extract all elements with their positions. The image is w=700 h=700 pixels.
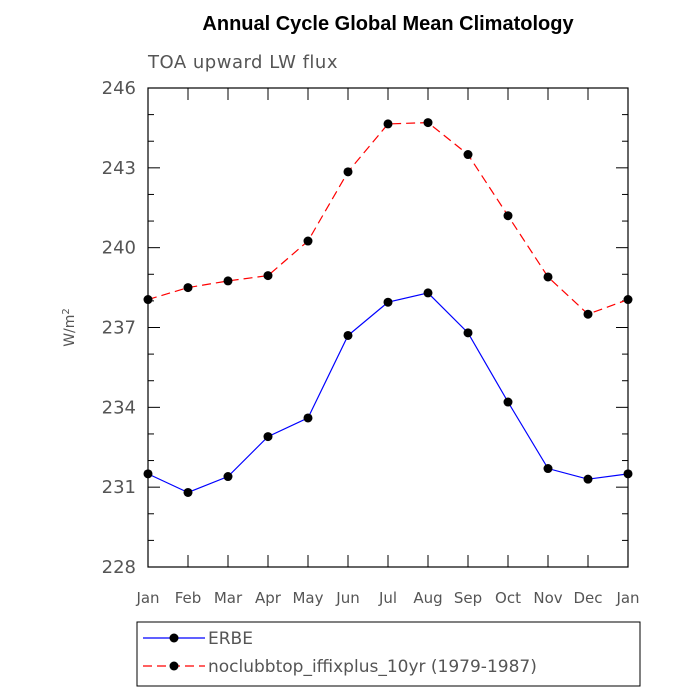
data-point (543, 464, 553, 474)
legend-label: noclubbtop_iffixplus_10yr (1979-1987) (208, 657, 537, 677)
data-point (503, 211, 513, 221)
legend-item: noclubbtop_iffixplus_10yr (1979-1987) (143, 657, 537, 677)
data-point (143, 295, 153, 305)
y-tick-label: 237 (102, 318, 136, 339)
axes: 228 231 234 237 240 243 246 Jan Feb Mar Apr May Jun J… (61, 78, 640, 607)
y-axis-label-superscript: 2 (61, 308, 72, 314)
plot-frame (147, 87, 629, 568)
series-line (147, 121, 629, 315)
x-tick-label: Dec (573, 589, 602, 607)
y-axis-label: W/m2 (61, 308, 79, 347)
data-point (303, 413, 313, 423)
chart-subtitle: TOA upward LW flux (147, 52, 338, 73)
x-tick-label: Jan (135, 589, 159, 607)
series-layer (143, 118, 633, 497)
x-tick-label: Jan (615, 589, 639, 607)
y-tick-label: 240 (102, 238, 136, 259)
legend-label: ERBE (208, 629, 253, 649)
data-point (583, 474, 593, 484)
data-point (423, 288, 433, 298)
legend-items: ERBE noclubbtop_iffixplus_10yr (1979-1987… (143, 629, 537, 677)
y-tick-label: 246 (102, 78, 136, 99)
y-tick-label: 228 (102, 557, 136, 578)
data-point (263, 271, 273, 281)
x-tick-label: Aug (413, 589, 442, 607)
data-point (623, 295, 633, 305)
y-tick-label: 231 (102, 477, 136, 498)
data-point (383, 297, 393, 307)
data-point (503, 397, 513, 407)
x-tick-label: Jun (335, 589, 359, 607)
x-tick-label: Jul (378, 589, 397, 607)
x-tick-label: Apr (255, 589, 282, 607)
legend: ERBE noclubbtop_iffixplus_10yr (1979-1987… (136, 621, 641, 687)
data-point (263, 432, 273, 442)
data-point (463, 328, 473, 338)
x-tick-label: May (292, 589, 323, 607)
x-tick-label: Feb (175, 589, 202, 607)
data-point (463, 150, 473, 160)
data-point (583, 309, 593, 319)
y-tick-label: 234 (102, 397, 136, 418)
data-point (343, 330, 353, 340)
y-tick-label: 243 (102, 158, 136, 179)
legend-item: ERBE (143, 629, 253, 649)
data-point (383, 119, 393, 129)
data-point (223, 276, 233, 286)
data-point (623, 469, 633, 479)
x-tick-label: Oct (495, 589, 521, 607)
x-tick-label: Nov (533, 589, 562, 607)
legend-marker (169, 633, 179, 643)
data-point (183, 283, 193, 293)
legend-marker (169, 661, 179, 671)
series-0 (143, 288, 633, 497)
data-point (183, 487, 193, 497)
data-point (223, 472, 233, 482)
x-tick-label: Sep (454, 589, 482, 607)
x-tick-label: Mar (214, 589, 243, 607)
data-point (143, 469, 153, 479)
data-point (303, 236, 313, 246)
data-point (543, 272, 553, 282)
data-point (423, 118, 433, 128)
chart-title: Annual Cycle Global Mean Climatology (202, 13, 574, 35)
data-point (343, 167, 353, 177)
series-line (147, 292, 629, 494)
series-1 (143, 118, 633, 319)
legend-box (136, 621, 641, 687)
